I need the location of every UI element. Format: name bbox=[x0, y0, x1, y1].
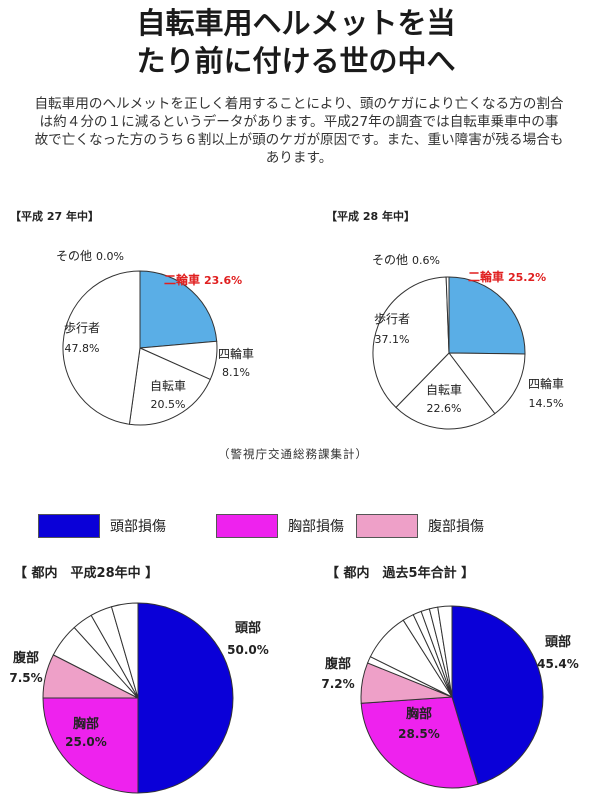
slice-label: 胸部 bbox=[406, 706, 432, 722]
chart-title-tokyo-5yr: 【 都内 過去5年合計 】 bbox=[326, 566, 475, 581]
pie-slice-other-9 bbox=[437, 605, 453, 698]
slice-value-label: 45.4% bbox=[537, 657, 579, 671]
pie-slice-自転車 bbox=[395, 352, 496, 430]
slice-value-label: 0.0% bbox=[96, 250, 124, 263]
slice-label: 腹部 bbox=[13, 650, 39, 666]
slice-label: 自転車 bbox=[426, 383, 462, 397]
slice-value-label: 50.0% bbox=[227, 643, 269, 657]
slice-value-label: 20.5% bbox=[151, 398, 186, 411]
legend-item-abdomen: 腹部損傷 bbox=[356, 512, 484, 540]
pie-slice-頭部 bbox=[451, 605, 544, 785]
legend-swatch-abdomen bbox=[356, 514, 418, 538]
pie-slice-胸部 bbox=[42, 697, 139, 794]
pie-chart-tokyo-5yr: 頭部 45.4% 胸部 28.5% 腹部 7.2% bbox=[321, 605, 579, 789]
pie-slice-二輪車 bbox=[448, 276, 526, 355]
legend-label-abdomen: 腹部損傷 bbox=[428, 519, 484, 535]
slice-label: 胸部 bbox=[73, 716, 99, 732]
slice-label: 二輪車 bbox=[164, 272, 200, 287]
legend: 頭部損傷 胸部損傷 腹部損傷 bbox=[0, 512, 592, 542]
pie-slice-other-6 bbox=[110, 602, 139, 699]
pie-chart-h27: 二輪車 23.6% 四輪車 8.1% 自転車 20.5% 歩行者 47.8% その他 0.0% bbox=[56, 249, 254, 426]
legend-swatch-chest bbox=[216, 514, 278, 538]
pie-chart-tokyo-h28: 頭部 50.0% 胸部 25.0% 腹部 7.5% bbox=[9, 602, 269, 794]
page-title-line-2: たり前に付ける世の中へ bbox=[136, 44, 456, 78]
pie-slice-胸部 bbox=[360, 696, 479, 789]
slice-label: その他 bbox=[372, 253, 408, 267]
slice-value-label: 8.1% bbox=[222, 366, 250, 379]
pie-slice-歩行者 bbox=[372, 276, 450, 409]
pie-chart-h28: 二輪車 25.2% 四輪車 14.5% 自転車 22.6% 歩行者 37.1% その他 0.6% bbox=[372, 253, 564, 430]
slice-label: その他 bbox=[56, 249, 92, 263]
legend-swatch-head bbox=[38, 514, 100, 538]
legend-label-head: 頭部損傷 bbox=[110, 519, 166, 535]
chart-title-h27: 【平成 27 年中】 bbox=[10, 210, 99, 223]
slice-label: 頭部 bbox=[545, 634, 571, 650]
slice-value-label: 7.5% bbox=[9, 671, 42, 685]
pie-slice-歩行者 bbox=[62, 270, 141, 425]
page-title: 自転車用ヘルメットを当 たり前に付ける世の中へ bbox=[0, 4, 592, 80]
slice-label: 腹部 bbox=[325, 656, 351, 672]
chart-title-tokyo-h28: 【 都内 平成28年中 】 bbox=[14, 566, 159, 581]
slice-value-label: 14.5% bbox=[529, 397, 564, 410]
pie-slice-その他 bbox=[445, 276, 450, 354]
slice-label: 四輪車 bbox=[528, 376, 564, 391]
pie-slice-四輪車 bbox=[447, 352, 526, 415]
source-caption: （警視庁交通総務課集計） bbox=[218, 447, 368, 461]
slice-value-label: 23.6% bbox=[204, 274, 242, 287]
slice-label: 自転車 bbox=[150, 379, 186, 393]
pie-slice-自転車 bbox=[128, 347, 211, 426]
legend-label-chest: 胸部損傷 bbox=[288, 519, 344, 535]
intro-text: 自転車用のヘルメットを正しく着用することにより、頭のケガにより亡くなる方の割合は… bbox=[34, 96, 564, 166]
page-title-line-1: 自転車用ヘルメットを当 bbox=[136, 6, 456, 40]
slice-label: 四輪車 bbox=[218, 346, 254, 361]
slice-value-label: 22.6% bbox=[427, 402, 462, 415]
slice-label: 歩行者 bbox=[374, 311, 410, 326]
pie-slice-二輪車 bbox=[139, 270, 218, 349]
slice-value-label: 25.0% bbox=[65, 735, 107, 749]
slice-value-label: 7.2% bbox=[321, 677, 354, 691]
slice-label: 頭部 bbox=[235, 620, 261, 636]
legend-item-head: 頭部損傷 bbox=[38, 512, 166, 540]
slice-value-label: 37.1% bbox=[375, 333, 410, 346]
slice-label: 二輪車 bbox=[468, 269, 504, 284]
slice-value-label: 28.5% bbox=[398, 727, 440, 741]
pie-slice-頭部 bbox=[137, 602, 234, 794]
legend-item-chest: 胸部損傷 bbox=[216, 512, 344, 540]
slice-value-label: 47.8% bbox=[65, 342, 100, 355]
chart-title-h28: 【平成 28 年中】 bbox=[326, 210, 415, 223]
slice-value-label: 25.2% bbox=[508, 271, 546, 284]
slice-value-label: 0.6% bbox=[412, 254, 440, 267]
slice-label: 歩行者 bbox=[64, 320, 100, 335]
